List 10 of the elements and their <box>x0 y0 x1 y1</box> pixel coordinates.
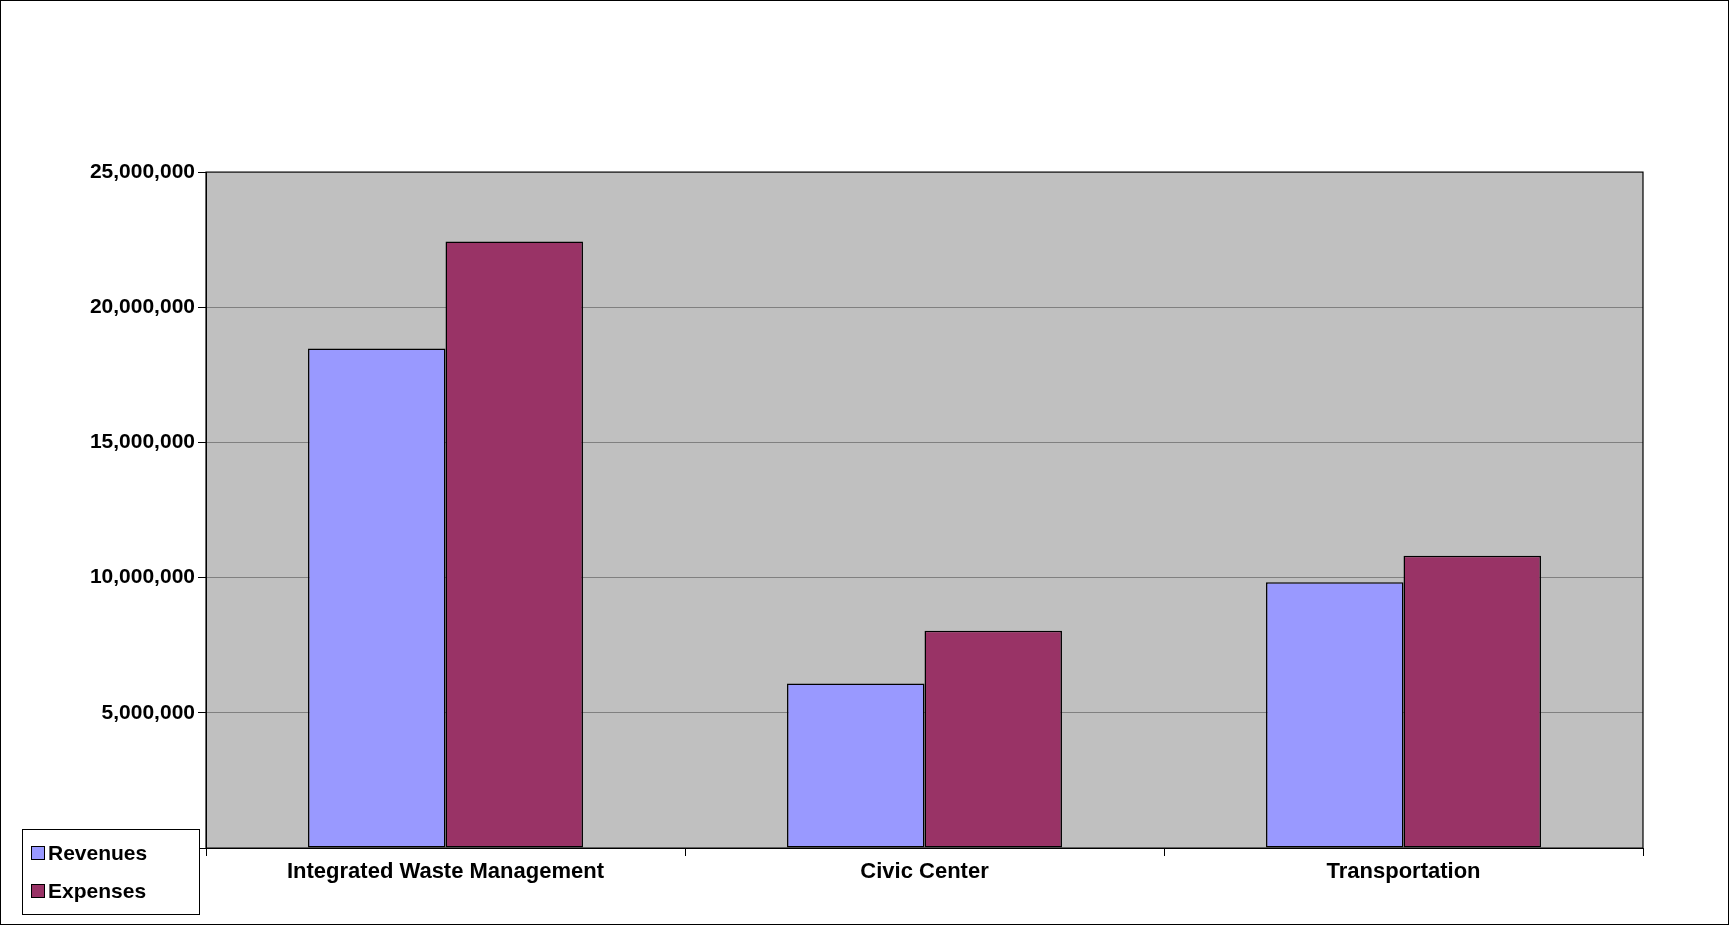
y-tick-label: 25,000,000 <box>89 158 195 182</box>
legend-label: Expenses <box>48 879 147 903</box>
y-tick-label: 10,000,000 <box>89 564 195 588</box>
x-tick-label: Transportation <box>1326 858 1481 884</box>
legend-label: Revenues <box>48 841 148 865</box>
y-tick-label: 15,000,000 <box>89 429 195 453</box>
y-tick-label: 5,000,000 <box>101 699 195 723</box>
x-tick-label: Integrated Waste Management <box>286 858 605 884</box>
x-tick-label: Civic Center <box>860 858 990 884</box>
y-tick-label: 20,000,000 <box>89 294 195 317</box>
